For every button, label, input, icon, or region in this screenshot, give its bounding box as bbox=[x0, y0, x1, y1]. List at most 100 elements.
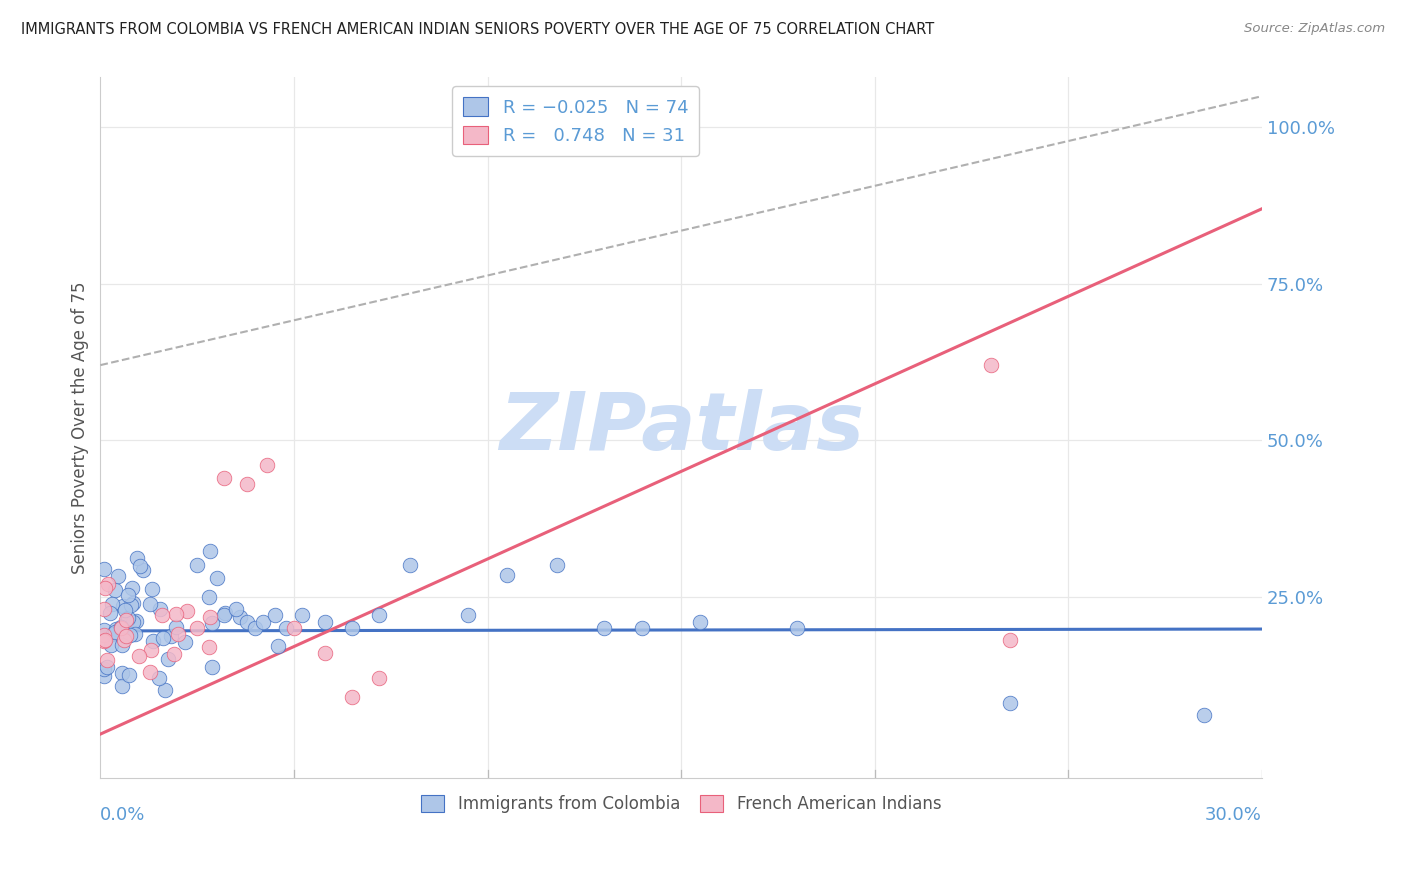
Point bbox=[107, 569, 129, 583]
Text: ZIPatlas: ZIPatlas bbox=[499, 389, 863, 467]
Point bbox=[546, 558, 568, 573]
Point bbox=[457, 608, 479, 623]
Point bbox=[115, 629, 138, 643]
Point bbox=[111, 599, 134, 613]
Point bbox=[252, 615, 274, 629]
Point bbox=[98, 606, 121, 620]
Point bbox=[186, 621, 208, 635]
Text: 0.0%: 0.0% bbox=[100, 806, 146, 824]
Point bbox=[101, 626, 124, 640]
Point bbox=[166, 627, 188, 641]
Point bbox=[266, 639, 288, 653]
Point bbox=[205, 571, 228, 585]
Point bbox=[165, 607, 187, 621]
Point bbox=[228, 609, 250, 624]
Point bbox=[94, 632, 117, 647]
Point bbox=[153, 683, 176, 698]
Point bbox=[689, 615, 711, 629]
Point bbox=[127, 551, 149, 566]
Point bbox=[186, 558, 208, 573]
Point bbox=[200, 544, 222, 558]
Point bbox=[1000, 696, 1022, 710]
Point bbox=[980, 358, 1002, 372]
Point bbox=[276, 621, 298, 635]
Point bbox=[97, 577, 120, 591]
Point bbox=[121, 581, 143, 595]
Point bbox=[314, 615, 336, 629]
Point bbox=[631, 621, 654, 635]
Point bbox=[93, 669, 115, 683]
Point bbox=[125, 615, 148, 629]
Point bbox=[128, 559, 150, 574]
Point bbox=[104, 624, 127, 639]
Point bbox=[93, 602, 115, 616]
Point bbox=[142, 634, 165, 648]
Point bbox=[117, 610, 139, 624]
Point bbox=[163, 648, 186, 662]
Point bbox=[93, 623, 115, 637]
Legend: Immigrants from Colombia, French American Indians: Immigrants from Colombia, French America… bbox=[415, 789, 948, 820]
Point bbox=[104, 582, 127, 597]
Point bbox=[592, 621, 614, 635]
Point bbox=[94, 582, 117, 596]
Point bbox=[121, 615, 143, 629]
Point bbox=[149, 602, 172, 616]
Point bbox=[96, 660, 118, 674]
Point bbox=[368, 608, 391, 623]
Point bbox=[283, 621, 305, 635]
Point bbox=[121, 596, 143, 610]
Point bbox=[314, 646, 336, 660]
Point bbox=[100, 638, 122, 652]
Point bbox=[159, 629, 181, 643]
Point bbox=[201, 660, 224, 674]
Point bbox=[141, 582, 163, 596]
Point bbox=[118, 668, 141, 682]
Point bbox=[212, 471, 235, 485]
Point bbox=[197, 640, 219, 654]
Point bbox=[496, 567, 519, 582]
Point bbox=[399, 558, 422, 573]
Point bbox=[110, 679, 132, 693]
Point bbox=[150, 608, 173, 623]
Point bbox=[1000, 633, 1022, 648]
Point bbox=[340, 621, 363, 635]
Point bbox=[100, 597, 122, 611]
Point bbox=[368, 671, 391, 685]
Point bbox=[263, 608, 285, 623]
Point bbox=[93, 628, 115, 642]
Point bbox=[93, 562, 115, 576]
Point bbox=[124, 627, 146, 641]
Point bbox=[214, 606, 236, 620]
Point bbox=[786, 621, 808, 635]
Text: IMMIGRANTS FROM COLOMBIA VS FRENCH AMERICAN INDIAN SENIORS POVERTY OVER THE AGE : IMMIGRANTS FROM COLOMBIA VS FRENCH AMERI… bbox=[21, 22, 935, 37]
Point bbox=[200, 610, 222, 624]
Point bbox=[128, 648, 150, 663]
Text: 30.0%: 30.0% bbox=[1205, 806, 1263, 824]
Point bbox=[111, 666, 134, 681]
Text: Source: ZipAtlas.com: Source: ZipAtlas.com bbox=[1244, 22, 1385, 36]
Point bbox=[256, 458, 278, 473]
Point bbox=[115, 613, 138, 627]
Y-axis label: Seniors Poverty Over the Age of 75: Seniors Poverty Over the Age of 75 bbox=[72, 281, 89, 574]
Point bbox=[114, 632, 136, 647]
Point bbox=[157, 652, 180, 666]
Point bbox=[148, 671, 170, 685]
Point bbox=[176, 603, 198, 617]
Point bbox=[236, 615, 259, 629]
Point bbox=[139, 643, 162, 657]
Point bbox=[201, 615, 224, 630]
Point bbox=[120, 598, 142, 612]
Point bbox=[96, 653, 118, 667]
Point bbox=[139, 597, 162, 611]
Point bbox=[1192, 708, 1215, 723]
Point bbox=[114, 602, 136, 616]
Point bbox=[197, 590, 219, 604]
Point bbox=[105, 622, 128, 636]
Point bbox=[225, 602, 247, 616]
Point bbox=[118, 627, 141, 641]
Point bbox=[110, 620, 132, 634]
Point bbox=[115, 614, 138, 628]
Point bbox=[152, 631, 174, 645]
Point bbox=[174, 635, 197, 649]
Point bbox=[93, 662, 115, 676]
